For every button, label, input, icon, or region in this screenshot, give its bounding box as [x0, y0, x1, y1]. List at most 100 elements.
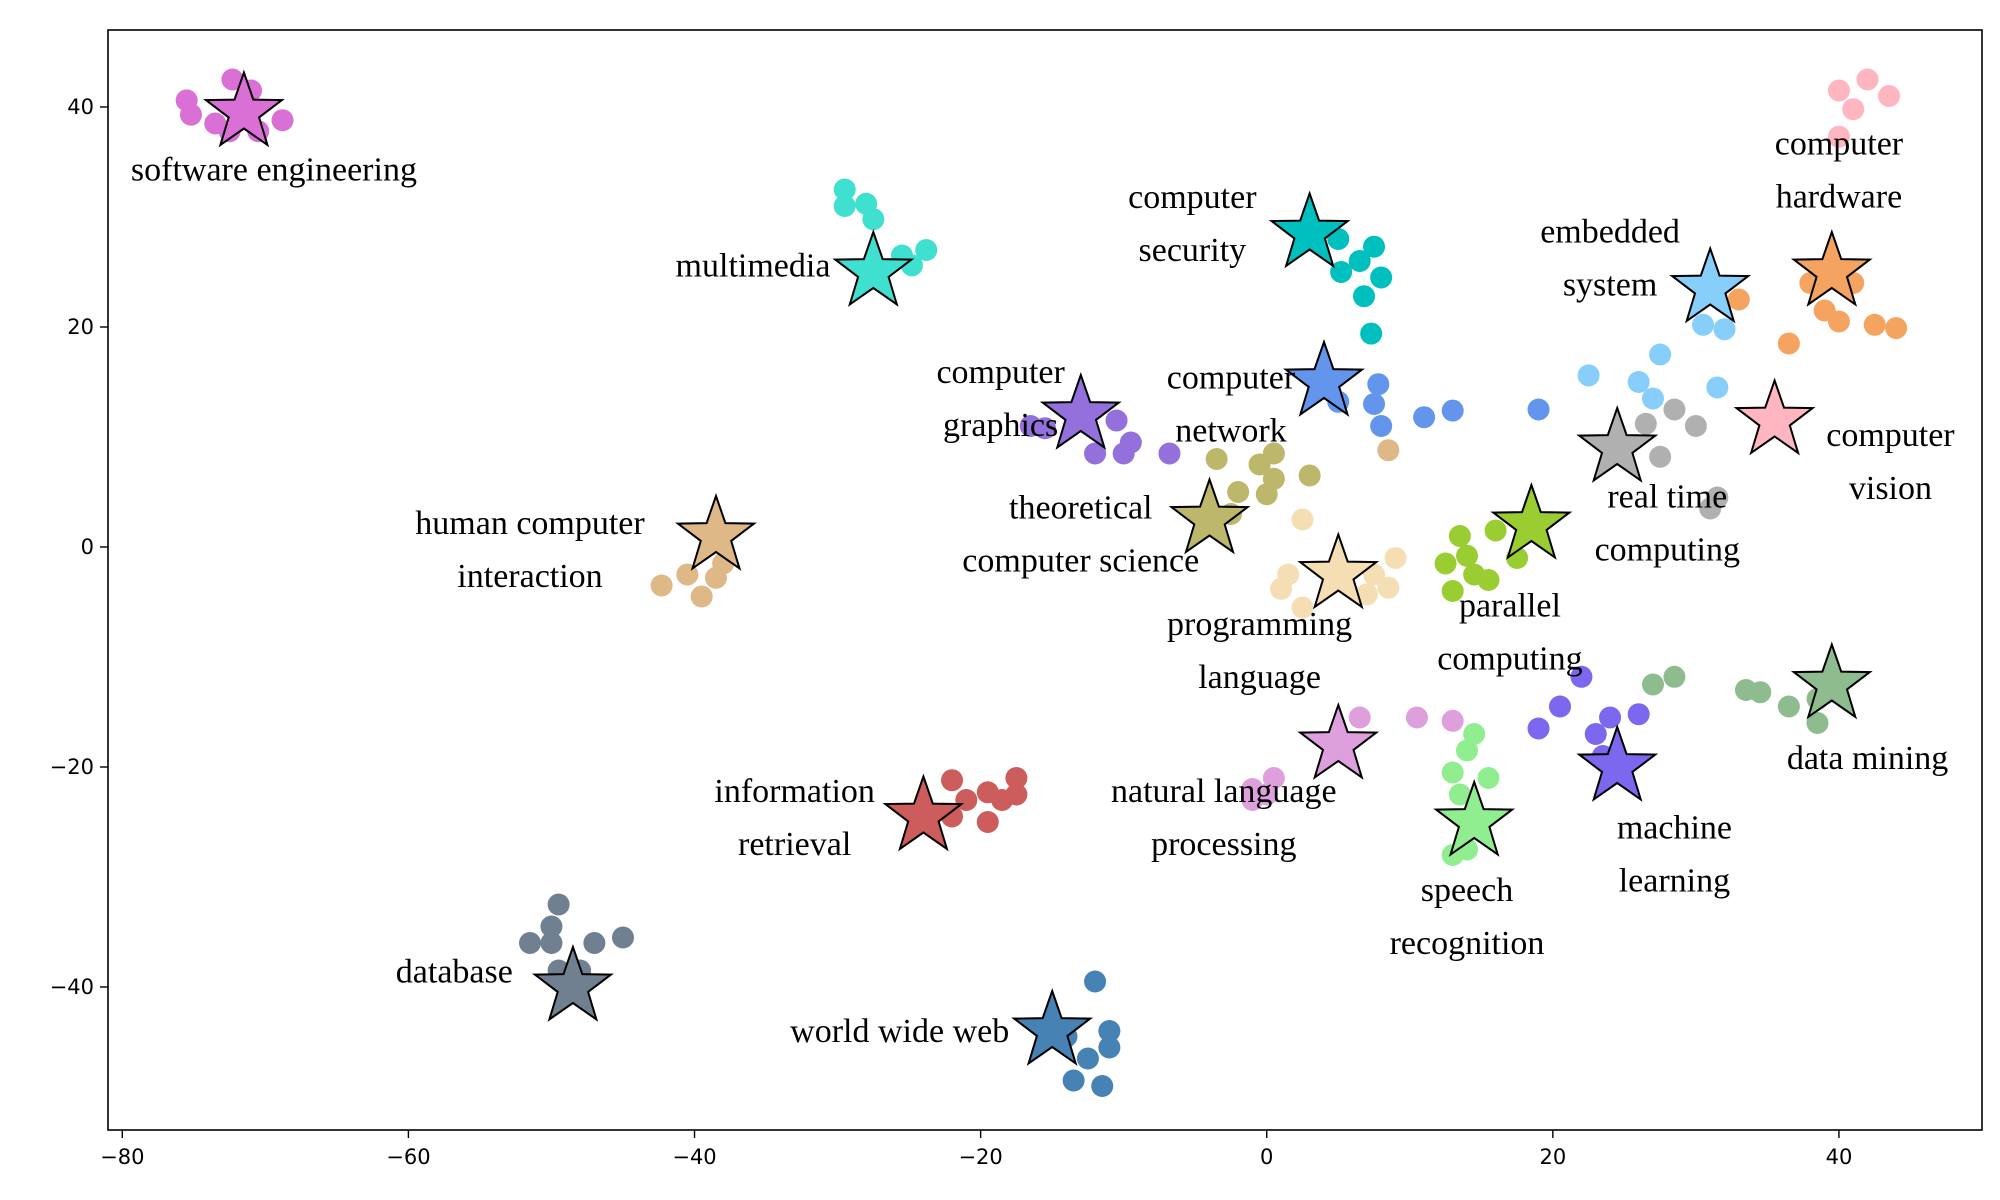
data-point — [1448, 525, 1471, 547]
centroid-star-theoretical-computer-science — [1168, 476, 1251, 555]
series-information-retrieval — [941, 767, 1028, 833]
data-point — [1827, 79, 1850, 102]
category-label: computer — [1826, 417, 1955, 454]
data-point — [1706, 376, 1729, 399]
centroid-star-embedded-system — [1669, 245, 1752, 324]
centroid-star-real-time-computing — [1576, 404, 1659, 483]
centroid-star-speech-recognition — [1433, 778, 1516, 857]
data-point — [1863, 313, 1886, 336]
category-label: processing — [1151, 826, 1296, 863]
data-point — [1262, 767, 1285, 789]
data-point — [1749, 681, 1772, 704]
category-label: programming — [1167, 606, 1352, 643]
data-point — [1370, 415, 1393, 437]
data-point — [1441, 761, 1464, 784]
data-point — [1663, 398, 1686, 421]
y-tick-label: 20 — [67, 315, 94, 339]
category-label: parallel — [1459, 587, 1561, 624]
category-label: computer science — [962, 542, 1199, 579]
data-point — [1448, 783, 1471, 806]
centroid-star-computer-hardware — [1790, 228, 1873, 307]
x-tick-label: −60 — [386, 1145, 430, 1169]
data-point — [1777, 695, 1800, 718]
data-point — [1377, 576, 1400, 599]
category-label: multimedia — [676, 247, 831, 284]
centroid-star-information-retrieval — [882, 773, 965, 852]
data-point — [1413, 406, 1436, 429]
data-point — [1570, 665, 1593, 688]
category-label: computing — [1437, 640, 1582, 677]
data-point — [1367, 373, 1390, 396]
data-point — [1255, 783, 1278, 806]
data-point — [1456, 739, 1479, 762]
data-point — [204, 112, 227, 135]
centroid-star-multimedia — [832, 228, 915, 307]
data-point — [1098, 1020, 1121, 1042]
data-point — [1091, 1075, 1114, 1097]
data-point — [1441, 399, 1464, 422]
category-label: theoretical — [1009, 489, 1152, 526]
data-point — [1034, 417, 1056, 440]
data-point — [1353, 285, 1376, 308]
data-point — [519, 932, 542, 954]
x-tick-label: −80 — [100, 1145, 144, 1169]
y-tick-label: −40 — [50, 975, 94, 999]
centroid-star-computer-vision — [1733, 377, 1816, 456]
category-label: real time — [1607, 478, 1727, 515]
category-label: embedded — [1540, 213, 1680, 250]
category-label: human computer — [415, 505, 645, 542]
data-point — [1227, 481, 1250, 503]
y-tick-label: −20 — [50, 755, 94, 779]
x-tick-label: 40 — [1826, 1145, 1853, 1169]
points-layer — [175, 68, 1908, 1097]
category-label: machine — [1617, 810, 1732, 847]
data-point — [1291, 596, 1314, 619]
category-label: system — [1563, 266, 1657, 303]
centroid-star-programming-language — [1297, 531, 1380, 610]
category-label: software engineering — [131, 152, 417, 189]
series-computer-graphics — [1019, 409, 1181, 465]
data-point — [1377, 439, 1400, 462]
y-tick-label: 40 — [67, 95, 94, 119]
data-point — [1441, 580, 1464, 602]
category-label: natural language — [1111, 773, 1337, 810]
data-point — [1649, 445, 1672, 468]
data-point — [1584, 723, 1607, 745]
data-point — [1842, 98, 1865, 121]
data-point — [1777, 332, 1800, 355]
data-point — [1649, 343, 1672, 366]
data-point — [1627, 703, 1650, 726]
series-natural-language-processing — [1241, 706, 1464, 811]
data-point — [1158, 442, 1181, 465]
data-point — [1885, 317, 1908, 340]
category-label: computer — [1128, 179, 1257, 216]
data-point — [1878, 85, 1901, 107]
data-point — [1827, 310, 1850, 333]
data-point — [1577, 364, 1600, 387]
data-point — [1527, 398, 1550, 421]
category-labels-layer: software engineering multimedia computer se… — [131, 125, 1955, 1050]
category-label: computer — [1775, 125, 1904, 162]
data-point — [1641, 673, 1664, 696]
series-real-time-computing — [1634, 398, 1729, 520]
category-label: graphics — [943, 407, 1058, 444]
data-point — [1370, 266, 1393, 289]
centroid-star-world-wide-web — [1011, 987, 1094, 1066]
data-point — [1692, 313, 1715, 336]
series-embedded-system — [1577, 313, 1736, 410]
category-label: recognition — [1390, 925, 1545, 962]
centroid-star-parallel-computing — [1490, 481, 1573, 560]
data-point — [1827, 125, 1850, 148]
data-point — [1084, 442, 1107, 465]
data-point — [611, 926, 634, 949]
data-point — [1806, 712, 1829, 734]
category-label: computer — [1167, 360, 1296, 397]
category-label: hardware — [1776, 178, 1902, 215]
centroid-star-machine-learning — [1576, 723, 1659, 802]
centroid-star-computer-security — [1268, 190, 1351, 269]
data-point — [583, 932, 606, 954]
data-point — [1856, 68, 1879, 91]
category-label: network — [1175, 413, 1286, 450]
data-point — [833, 195, 856, 217]
